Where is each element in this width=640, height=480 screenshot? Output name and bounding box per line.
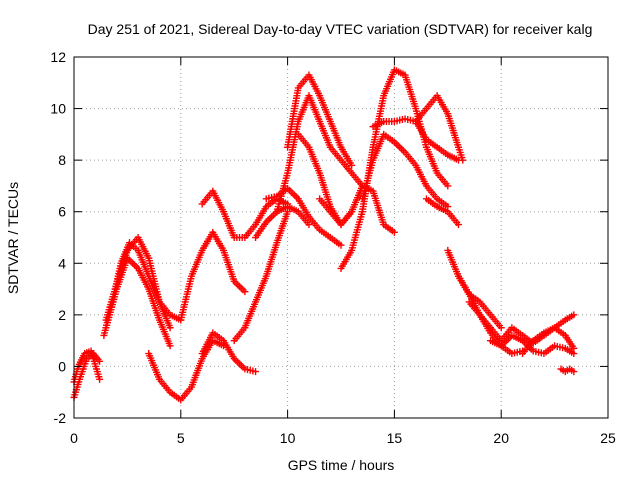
series-arc-26 <box>519 324 578 358</box>
data-point <box>337 241 345 249</box>
series-arc-9 <box>198 187 292 241</box>
data-point <box>305 221 313 229</box>
data-point <box>166 342 174 350</box>
series-arc-19 <box>369 115 462 164</box>
data-point <box>454 221 462 229</box>
series-arc-13 <box>273 92 366 216</box>
data-point <box>166 324 174 332</box>
data-point <box>444 182 452 190</box>
series-arc-18 <box>358 130 452 211</box>
series-arc-21 <box>422 195 462 229</box>
data-point <box>348 161 356 169</box>
series-arc-7 <box>177 228 249 324</box>
data-point <box>96 375 104 383</box>
series-arc-8 <box>198 329 260 376</box>
data-point <box>252 368 260 376</box>
series-arc-5 <box>102 254 174 350</box>
series-arc-14 <box>284 71 356 169</box>
data-point <box>241 288 249 296</box>
data-point <box>570 344 578 352</box>
data-point <box>390 228 398 236</box>
data-markers <box>70 66 578 404</box>
y-tick-label: 0 <box>58 358 66 374</box>
y-tick-label: 8 <box>58 152 66 168</box>
series-arc-11 <box>252 203 313 241</box>
series-arc-15 <box>294 130 356 229</box>
grid-lines <box>74 57 608 418</box>
data-point <box>570 311 578 319</box>
x-tick-label: 25 <box>600 430 616 446</box>
y-tick-label: 10 <box>50 101 66 117</box>
y-tick-label: 12 <box>50 49 66 65</box>
x-axis-label: GPS time / hours <box>288 457 395 473</box>
y-tick-label: -2 <box>54 410 67 426</box>
y-tick-label: 4 <box>58 255 66 271</box>
x-tick-label: 15 <box>387 430 403 446</box>
series-arc-10 <box>230 208 292 345</box>
y-tick-label: 6 <box>58 204 66 220</box>
x-tick-label: 5 <box>177 430 185 446</box>
plot-frame <box>73 56 609 419</box>
series-arc-6 <box>145 337 228 404</box>
data-point <box>497 324 505 332</box>
y-tick-label: 2 <box>58 307 66 323</box>
series-arc-20 <box>412 92 467 164</box>
x-tick-label: 10 <box>280 430 296 446</box>
data-point <box>459 156 467 164</box>
series-arc-1 <box>70 350 104 401</box>
x-tick-label: 0 <box>70 430 78 446</box>
data-point <box>570 368 578 376</box>
x-tick-label: 20 <box>493 430 509 446</box>
series-arc-27 <box>557 365 578 376</box>
chart-title: Day 251 of 2021, Sidereal Day-to-day VTE… <box>88 21 593 37</box>
series-arc-22 <box>444 246 505 332</box>
y-axis-label: SDTVAR / TECUs <box>5 182 21 294</box>
